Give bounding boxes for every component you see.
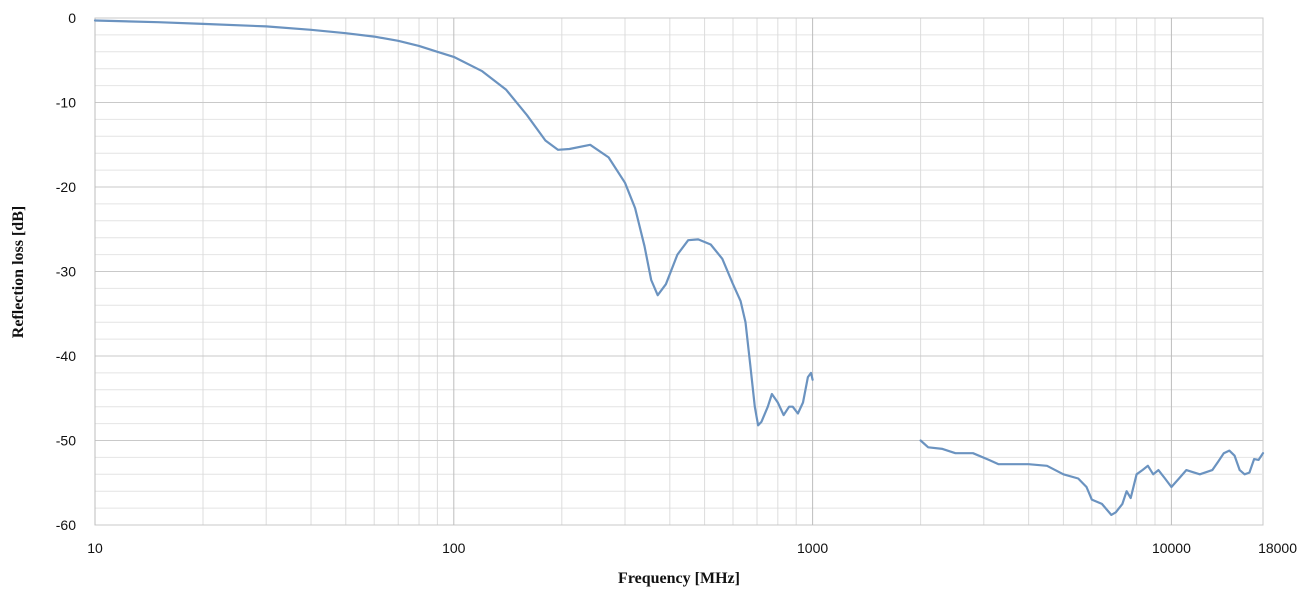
series-lines (93, 19, 1265, 516)
y-tick-label: -60 (56, 517, 76, 533)
series-line-1 (93, 19, 814, 427)
x-tick-label: 1000 (797, 540, 828, 556)
x-tick-label: 100 (442, 540, 466, 556)
y-tick-label: -30 (56, 264, 76, 280)
grid-major (94, 17, 1263, 526)
x-tick-label: 18000 (1258, 540, 1297, 556)
series-line-2 (919, 439, 1265, 516)
y-tick-label: -20 (56, 179, 76, 195)
x-tick-labels: 10 100 1000 10000 18000 (87, 540, 1297, 556)
y-tick-label: -50 (56, 433, 76, 449)
y-tick-label: -40 (56, 348, 76, 364)
x-axis-title: Frequency [MHz] (618, 570, 740, 587)
x-tick-label: 10000 (1152, 540, 1191, 556)
y-axis-title: Reflection loss [dB] (10, 206, 27, 338)
y-tick-labels: 0 -10 -20 -30 -40 -50 -60 (56, 10, 76, 533)
x-tick-label: 10 (87, 540, 103, 556)
y-tick-label: 0 (68, 10, 76, 26)
y-tick-label: -10 (56, 95, 76, 111)
